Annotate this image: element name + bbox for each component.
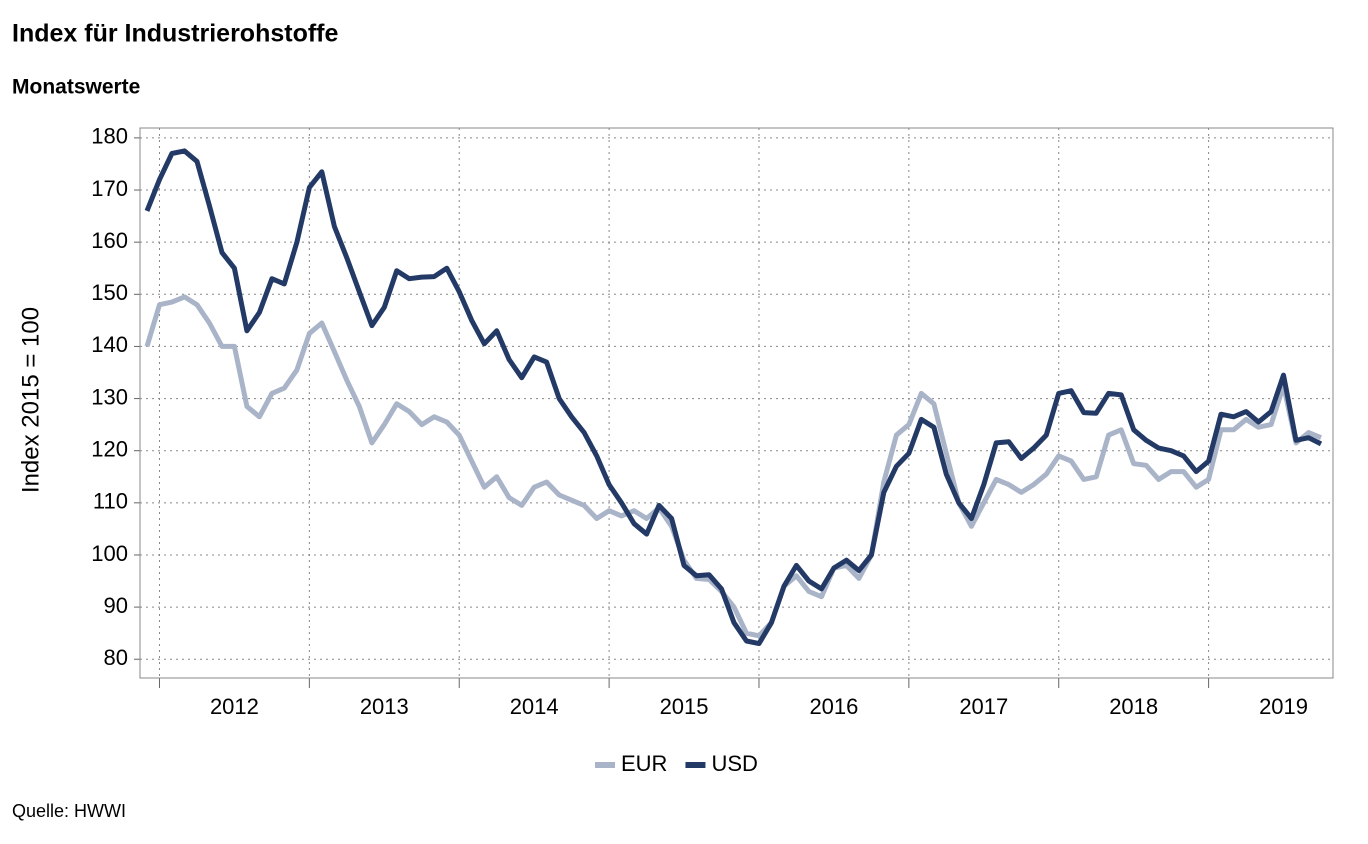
y-axis-label: Index 2015 = 100 [17, 307, 44, 493]
x-tick-label: 2013 [360, 694, 409, 719]
x-tick-label: 2017 [959, 694, 1008, 719]
x-tick-label: 2014 [510, 694, 559, 719]
legend-label: EUR [621, 751, 667, 776]
y-tick-label: 120 [91, 437, 128, 462]
y-tick-label: 80 [104, 645, 128, 670]
y-tick-label: 170 [91, 176, 128, 201]
source: Quelle: HWWI [12, 801, 126, 821]
y-tick-label: 110 [93, 489, 128, 514]
chart-title: Index für Industrierohstoffe [12, 20, 339, 48]
y-tick-label: 160 [91, 228, 128, 253]
x-tick-label: 2015 [660, 694, 709, 719]
x-tick-label: 2018 [1109, 694, 1158, 719]
x-tick-label: 2019 [1259, 694, 1308, 719]
y-tick-label: 140 [91, 332, 128, 357]
line-series [144, 148, 1323, 647]
x-tick-label: 2012 [210, 694, 259, 719]
y-tick-label: 100 [91, 541, 128, 566]
y-tick-label: 180 [91, 124, 128, 149]
y-tick-label: 130 [91, 384, 128, 409]
line-series [144, 294, 1322, 639]
legend-label: USD [711, 751, 757, 776]
x-tick-label: 2016 [809, 694, 858, 719]
chart-subtitle: Monatswerte [12, 76, 140, 99]
plot-frame [139, 127, 1334, 679]
y-tick-label: 90 [104, 593, 128, 618]
y-tick-label: 150 [91, 280, 128, 305]
